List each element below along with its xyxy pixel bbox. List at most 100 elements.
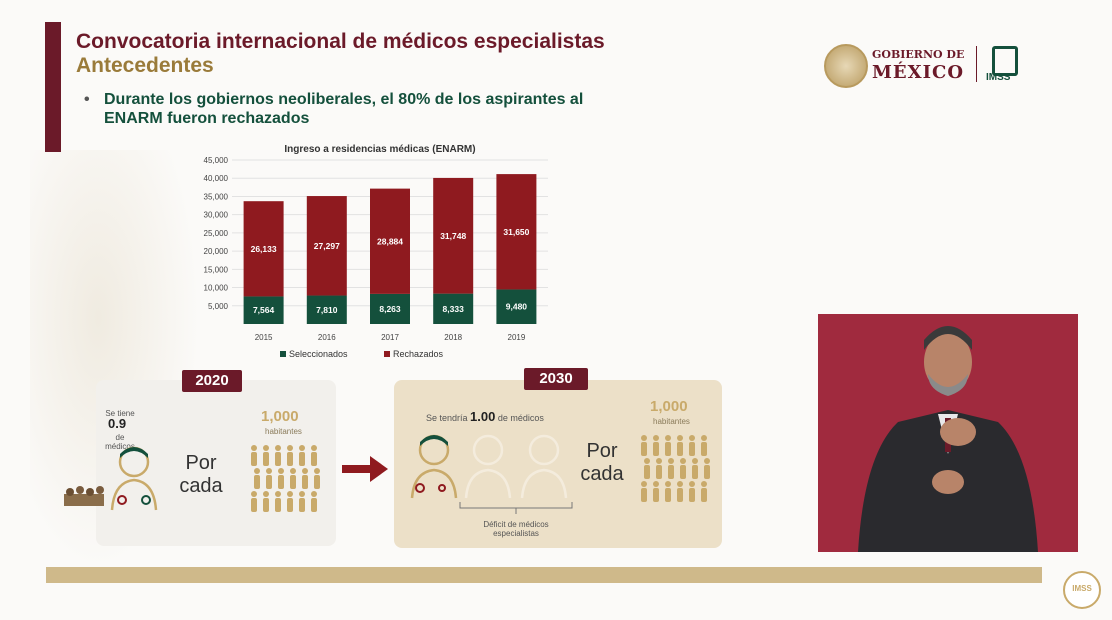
bar-seleccionados: [243, 296, 284, 324]
bar-rechazados: [433, 177, 474, 294]
data-label: 7,810: [316, 305, 338, 315]
person-icon: [692, 458, 698, 479]
bar-seleccionados: [496, 289, 537, 324]
people-grid-icon: [251, 445, 320, 512]
year-badge-2030: 2030: [524, 368, 588, 390]
data-label: 31,650: [503, 227, 529, 237]
gob-line1: GOBIERNO DE: [872, 48, 965, 61]
person-icon: [302, 468, 308, 489]
data-label: 9,480: [506, 302, 528, 312]
doctors-group-icon: [410, 434, 568, 499]
imss-watermark-icon: IMSS: [1063, 571, 1101, 609]
person-icon: [641, 435, 647, 456]
person-icon: [254, 468, 260, 489]
por-2030-line1: Por: [586, 440, 618, 462]
x-tick-label: 2015: [255, 333, 273, 342]
gobierno-logo: GOBIERNO DE MÉXICO IMSS: [824, 44, 1034, 90]
person-icon: [278, 468, 284, 489]
bar-seleccionados: [306, 295, 347, 324]
people-grid-2030-icon: [641, 435, 710, 502]
person-icon: [263, 445, 269, 466]
data-label: 31,748: [440, 231, 466, 241]
se-tendria-label: Se tendría: [426, 413, 468, 423]
ratio-2020-value: 0.9: [108, 416, 127, 431]
x-tick-label: 2016: [318, 333, 336, 342]
person-icon: [677, 481, 683, 502]
person-icon: [299, 491, 305, 512]
person-icon: [644, 458, 650, 479]
imss-watermark-text: IMSS: [1072, 584, 1092, 593]
y-tick-label: 10,000: [204, 284, 229, 293]
arrow-right-icon: [342, 456, 388, 482]
data-label: 8,263: [379, 304, 401, 314]
por-2020-line1: Por: [185, 452, 217, 474]
y-tick-label: 45,000: [204, 156, 229, 165]
eagle-seal-icon: [824, 44, 868, 88]
ratio-2030-value: 1.00: [470, 409, 496, 424]
habitantes-2020-label: habitantes: [265, 427, 302, 436]
y-tick-label: 25,000: [204, 229, 229, 238]
legend-label: Rechazados: [393, 349, 444, 359]
bar-rechazados: [496, 174, 537, 290]
person-icon: [299, 445, 305, 466]
person-icon: [290, 468, 296, 489]
deficit-bracket: [459, 502, 573, 514]
person-icon: [251, 491, 257, 512]
data-label: 8,333: [443, 304, 465, 314]
person-icon: [266, 468, 272, 489]
crowd-icon: [64, 486, 104, 506]
person-icon: [704, 458, 710, 479]
footer-bar: [46, 567, 1042, 583]
person-icon: [275, 491, 281, 512]
person-icon: [263, 491, 269, 512]
bar-rechazados: [243, 201, 284, 297]
habitantes-2030-label: habitantes: [653, 417, 690, 426]
por-2020-line2: cada: [179, 475, 223, 497]
y-tick-label: 15,000: [204, 265, 229, 274]
data-label: 28,884: [377, 236, 403, 246]
data-label: 7,564: [253, 305, 275, 315]
person-icon: [689, 435, 695, 456]
doctor-icon: [110, 446, 158, 511]
person-icon: [287, 445, 293, 466]
y-tick-label: 35,000: [204, 192, 229, 201]
de-medicos-2020: de médicos: [105, 433, 135, 451]
x-tick-label: 2018: [444, 333, 462, 342]
person-icon: [668, 458, 674, 479]
slide-subtitle: Antecedentes: [76, 54, 214, 77]
se-tiene-label: Se tiene: [105, 409, 135, 418]
person-icon: [701, 481, 707, 502]
person-icon: [701, 435, 707, 456]
legend-swatch: [384, 351, 390, 357]
sign-interpreter-video: [818, 314, 1078, 552]
panel-2020: [96, 380, 336, 546]
person-icon: [680, 458, 686, 479]
y-tick-label: 5,000: [208, 302, 229, 311]
year-badge-2020: 2020: [182, 370, 242, 392]
habitantes-2030-value: 1,000: [650, 398, 688, 415]
logo-separator: [976, 46, 977, 82]
bullet-text: Durante los gobiernos neoliberales, el 8…: [104, 91, 584, 127]
de-medicos-2030: de médicos: [497, 413, 544, 423]
y-tick-label: 40,000: [204, 174, 229, 183]
person-icon: [653, 435, 659, 456]
person-icon: [275, 445, 281, 466]
y-tick-label: 20,000: [204, 247, 229, 256]
bar-rechazados: [370, 188, 410, 294]
bar-rechazados: [306, 196, 347, 296]
por-2030-line2: cada: [580, 463, 624, 485]
bar-seleccionados: [433, 293, 474, 324]
person-icon: [656, 458, 662, 479]
x-tick-label: 2019: [508, 333, 526, 342]
data-label: 27,297: [314, 241, 340, 251]
legend-label: Seleccionados: [289, 349, 348, 359]
legend-swatch: [280, 351, 286, 357]
person-icon: [311, 445, 317, 466]
person-icon: [689, 481, 695, 502]
person-icon: [653, 481, 659, 502]
data-label: 26,133: [251, 244, 277, 254]
habitantes-2020-value: 1,000: [261, 408, 299, 425]
person-icon: [287, 491, 293, 512]
slide-title: Convocatoria internacional de médicos es…: [76, 30, 605, 53]
